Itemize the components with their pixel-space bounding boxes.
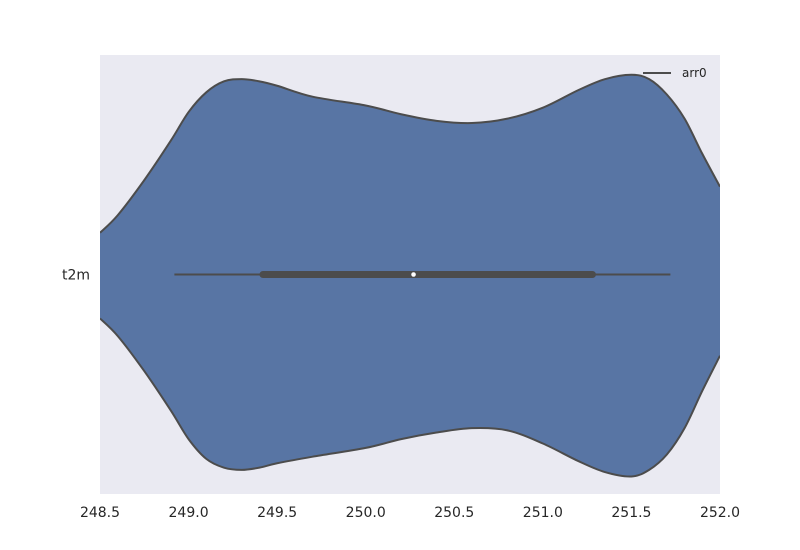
median-point xyxy=(411,272,416,277)
violin-outline-lower xyxy=(100,317,720,478)
x-tick-label: 252.0 xyxy=(700,505,740,521)
x-tick-label: 248.5 xyxy=(80,505,120,521)
y-axis-ticks: t2m xyxy=(62,268,90,284)
x-tick-label: 251.0 xyxy=(523,505,563,521)
y-tick-label: t2m xyxy=(62,268,90,284)
legend: arr0 xyxy=(643,66,707,80)
x-tick-label: 250.5 xyxy=(434,505,474,521)
legend-label: arr0 xyxy=(682,66,707,80)
x-tick-label: 250.0 xyxy=(346,505,386,521)
box-layer xyxy=(174,271,671,278)
x-tick-label: 249.0 xyxy=(169,505,209,521)
violin-outline-upper xyxy=(100,73,720,234)
x-tick-label: 249.5 xyxy=(257,505,297,521)
x-tick-label: 251.5 xyxy=(611,505,651,521)
x-axis-ticks: 248.5 249.0 249.5 250.0 250.5 251.0 251.5 252.0 xyxy=(80,505,740,521)
